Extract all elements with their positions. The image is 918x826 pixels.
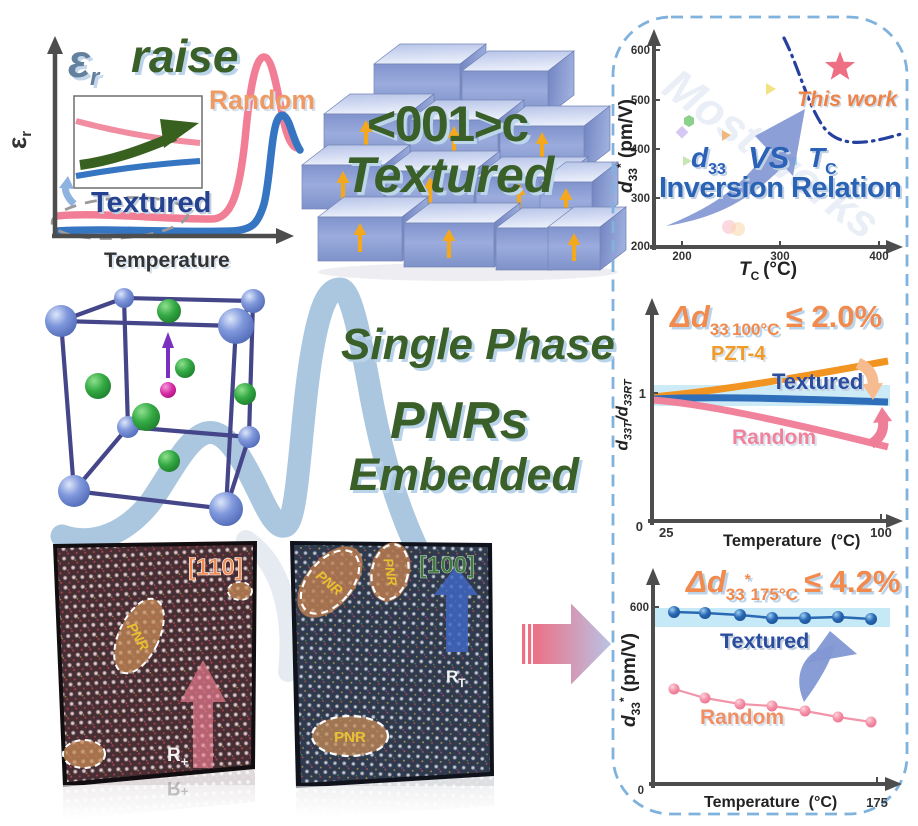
svg-text:0: 0 [638, 785, 644, 797]
svg-text:[100]: [100] [419, 552, 475, 579]
svg-text:400: 400 [869, 251, 888, 263]
svg-text:100: 100 [870, 525, 892, 540]
svg-text:[110]: [110] [188, 554, 243, 581]
svg-text:600: 600 [631, 45, 650, 57]
svg-text:500: 500 [631, 95, 650, 107]
svg-text:200: 200 [672, 251, 691, 263]
svg-text:PNR: PNR [381, 557, 401, 587]
svg-text:300: 300 [631, 193, 650, 205]
svg-text:0: 0 [636, 519, 643, 534]
svg-text:25: 25 [659, 525, 673, 540]
svg-text:300: 300 [770, 251, 789, 263]
svg-text:600: 600 [630, 602, 649, 614]
svg-text:400: 400 [631, 144, 650, 156]
svg-text:200: 200 [631, 241, 650, 253]
svg-text:175: 175 [866, 795, 888, 810]
svg-text:PNR: PNR [334, 729, 366, 746]
svg-text:1: 1 [639, 386, 646, 401]
